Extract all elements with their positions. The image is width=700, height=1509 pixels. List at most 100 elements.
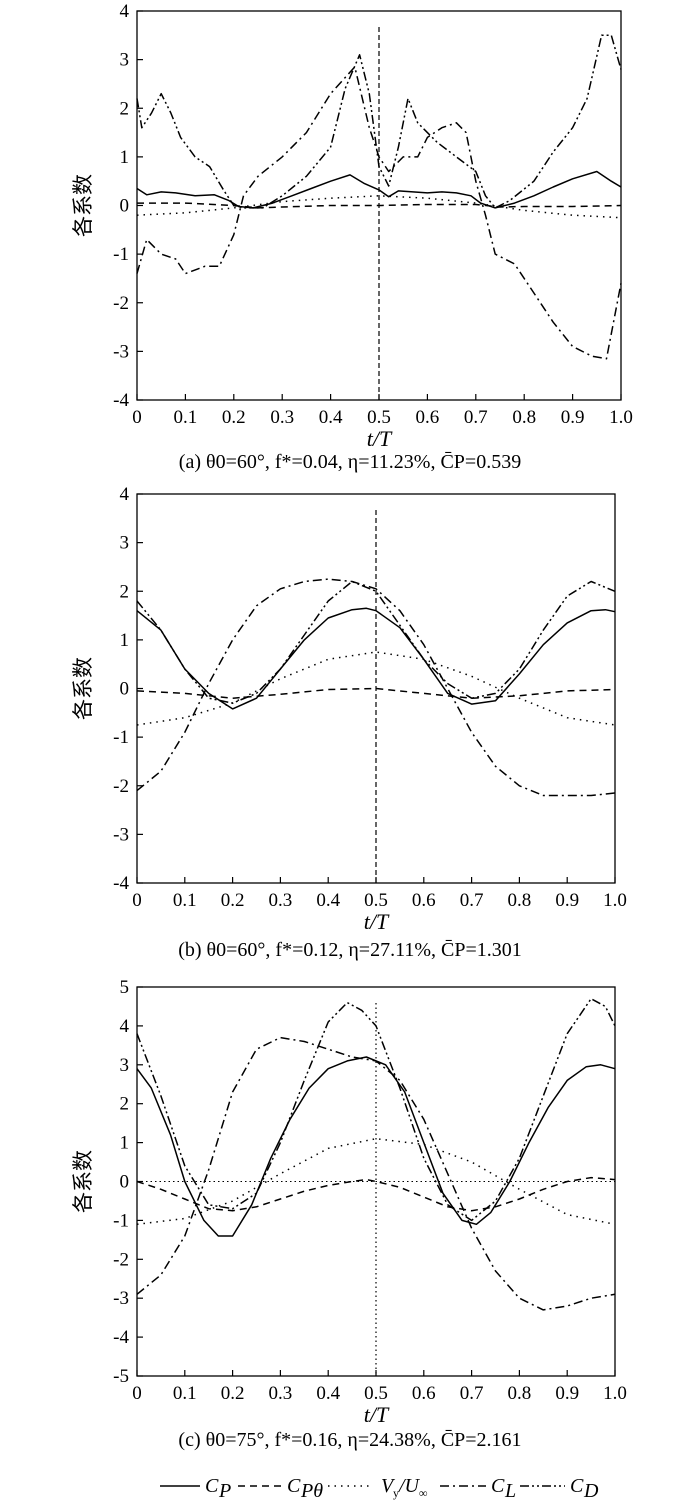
x-tick-label: 0.3 <box>269 1383 293 1404</box>
y-tick-label: -1 <box>113 1210 129 1231</box>
x-tick-label: 0.4 <box>319 407 343 428</box>
x-tick-label: 0.3 <box>270 407 294 428</box>
y-tick-label: 2 <box>120 1094 130 1115</box>
panel-a: -4 -3 -2 -1 0 1 2 3 4 0 0.1 0.2 0.3 0.4 0.5 0.6 0.7 0.8 0.… <box>71 1 633 473</box>
y-tick-label: -4 <box>113 1327 129 1348</box>
x-tick-label: 1.0 <box>603 1383 627 1404</box>
x-axis-title: t/T <box>364 1402 390 1427</box>
legend-subscript-cp: P <box>218 1480 231 1502</box>
x-tick-label: 0.8 <box>508 890 532 911</box>
series-line-cl <box>136 578 616 797</box>
y-tick-label: 4 <box>120 1 130 22</box>
y-tick-label: -2 <box>113 776 129 797</box>
x-tick-label: 0.4 <box>316 1383 340 1404</box>
legend-label-cp: C <box>205 1475 219 1497</box>
x-tick-label: 1.0 <box>603 890 627 911</box>
y-tick-label: 3 <box>120 533 130 554</box>
panel-caption: (b) θ0=60°, f*=0.12, η=27.11%, C̄P=1.301 <box>178 939 522 961</box>
panel-c: -5 -4 -3 -2 -1 0 1 2 3 4 5 0 0.1 0.2 0.3 0.4 0.5 0.6 0.7 0.… <box>71 977 627 1451</box>
x-tick-label: 0 <box>132 1383 142 1404</box>
series-line-vy <box>136 1137 616 1226</box>
x-tick-label: 0 <box>132 890 142 911</box>
y-tick-label: -4 <box>113 873 129 894</box>
x-axis-title: t/T <box>367 426 393 451</box>
y-tick-label: 3 <box>120 1055 130 1076</box>
y-tick-label: 0 <box>120 1172 130 1193</box>
x-tick-label: 0.6 <box>412 1383 436 1404</box>
y-tick-label: 1 <box>120 147 130 168</box>
x-tick-label: 0.5 <box>364 890 388 911</box>
legend-subscript-cd: D <box>583 1480 599 1502</box>
x-axis-title: t/T <box>364 909 390 934</box>
panel-b: -4 -3 -2 -1 0 1 2 3 4 0 0.1 0.2 0.3 0.4 0.5 0.6 0.7 0.8 0.… <box>71 484 627 961</box>
series-line-cp <box>136 607 616 710</box>
series-line-cd <box>136 997 616 1222</box>
legend-label-cptheta: C <box>287 1475 301 1497</box>
series-line-cl <box>136 66 622 360</box>
legend-label-vy: V <box>381 1475 396 1497</box>
y-tick-label: 3 <box>120 50 130 71</box>
x-tick-label: 1.0 <box>609 407 633 428</box>
legend: C P C Pθ V y/U∞ C L C D <box>160 1475 599 1502</box>
y-tick-label: -4 <box>113 390 129 411</box>
legend-item-cl: C L <box>440 1475 516 1502</box>
y-tick-label: 0 <box>120 679 130 700</box>
x-tick-label: 0.2 <box>221 890 245 911</box>
y-tick-label: -2 <box>113 293 129 314</box>
y-tick-label: 4 <box>120 484 130 505</box>
x-tick-label: 0.5 <box>367 407 391 428</box>
series-line-cl <box>136 1036 616 1311</box>
y-tick-label: 5 <box>120 977 130 998</box>
legend-item-cptheta: C Pθ <box>238 1475 323 1502</box>
y-axis-title: 各系数 <box>71 174 95 237</box>
y-tick-label: 1 <box>120 630 130 651</box>
y-axis-title: 各系数 <box>71 657 95 720</box>
y-tick-label: 2 <box>120 98 130 119</box>
y-tick-label: -3 <box>113 824 129 845</box>
x-tick-label: 0.3 <box>269 890 293 911</box>
y-tick-label: -3 <box>113 1288 129 1309</box>
y-tick-label: 2 <box>120 581 130 602</box>
panel-caption: (a) θ0=60°, f*=0.04, η=11.23%, C̄P=0.539 <box>179 451 521 473</box>
legend-subscript-cl: L <box>504 1480 516 1502</box>
series-line-cp <box>136 170 622 209</box>
legend-label-cl: C <box>491 1475 505 1497</box>
y-tick-label: -2 <box>113 1249 129 1270</box>
y-tick-label: -3 <box>113 341 129 362</box>
x-tick-label: 0.6 <box>412 890 436 911</box>
x-tick-label: 0 <box>132 407 142 428</box>
series-line-cptheta <box>136 687 616 699</box>
x-tick-label: 0.6 <box>416 407 440 428</box>
panel-caption: (c) θ0=75°, f*=0.16, η=24.38%, C̄P=2.161 <box>178 1429 521 1451</box>
series-line-cptheta <box>136 1176 616 1212</box>
legend-item-vy: V y/U∞ <box>328 1475 428 1500</box>
x-tick-label: 0.1 <box>173 1383 197 1404</box>
x-tick-label: 0.1 <box>173 890 197 911</box>
x-tick-label: 0.2 <box>221 1383 245 1404</box>
y-tick-label: -1 <box>113 244 129 265</box>
y-tick-label: 4 <box>120 1016 130 1037</box>
legend-item-cd: C D <box>520 1475 599 1502</box>
legend-label-cd: C <box>570 1475 584 1497</box>
x-tick-label: 0.4 <box>316 890 340 911</box>
x-tick-label: 0.1 <box>174 407 198 428</box>
x-tick-label: 0.7 <box>460 890 484 911</box>
series-line-cd <box>136 580 616 704</box>
x-tick-label: 0.9 <box>555 890 579 911</box>
x-tick-label: 0.2 <box>222 407 246 428</box>
y-tick-label: 0 <box>120 196 130 217</box>
x-tick-label: 0.8 <box>508 1383 532 1404</box>
x-tick-label: 0.9 <box>555 1383 579 1404</box>
y-axis-title: 各系数 <box>71 1150 95 1213</box>
legend-subscript-cptheta: Pθ <box>300 1480 323 1502</box>
x-tick-label: 0.8 <box>512 407 536 428</box>
y-tick-label: -1 <box>113 727 129 748</box>
legend-item-cp: C P <box>160 1475 231 1502</box>
x-tick-label: 0.5 <box>364 1383 388 1404</box>
x-tick-label: 0.9 <box>561 407 585 428</box>
y-tick-label: 1 <box>120 1133 130 1154</box>
y-tick-label: -5 <box>113 1366 129 1387</box>
x-tick-label: 0.7 <box>460 1383 484 1404</box>
x-tick-label: 0.7 <box>464 407 488 428</box>
